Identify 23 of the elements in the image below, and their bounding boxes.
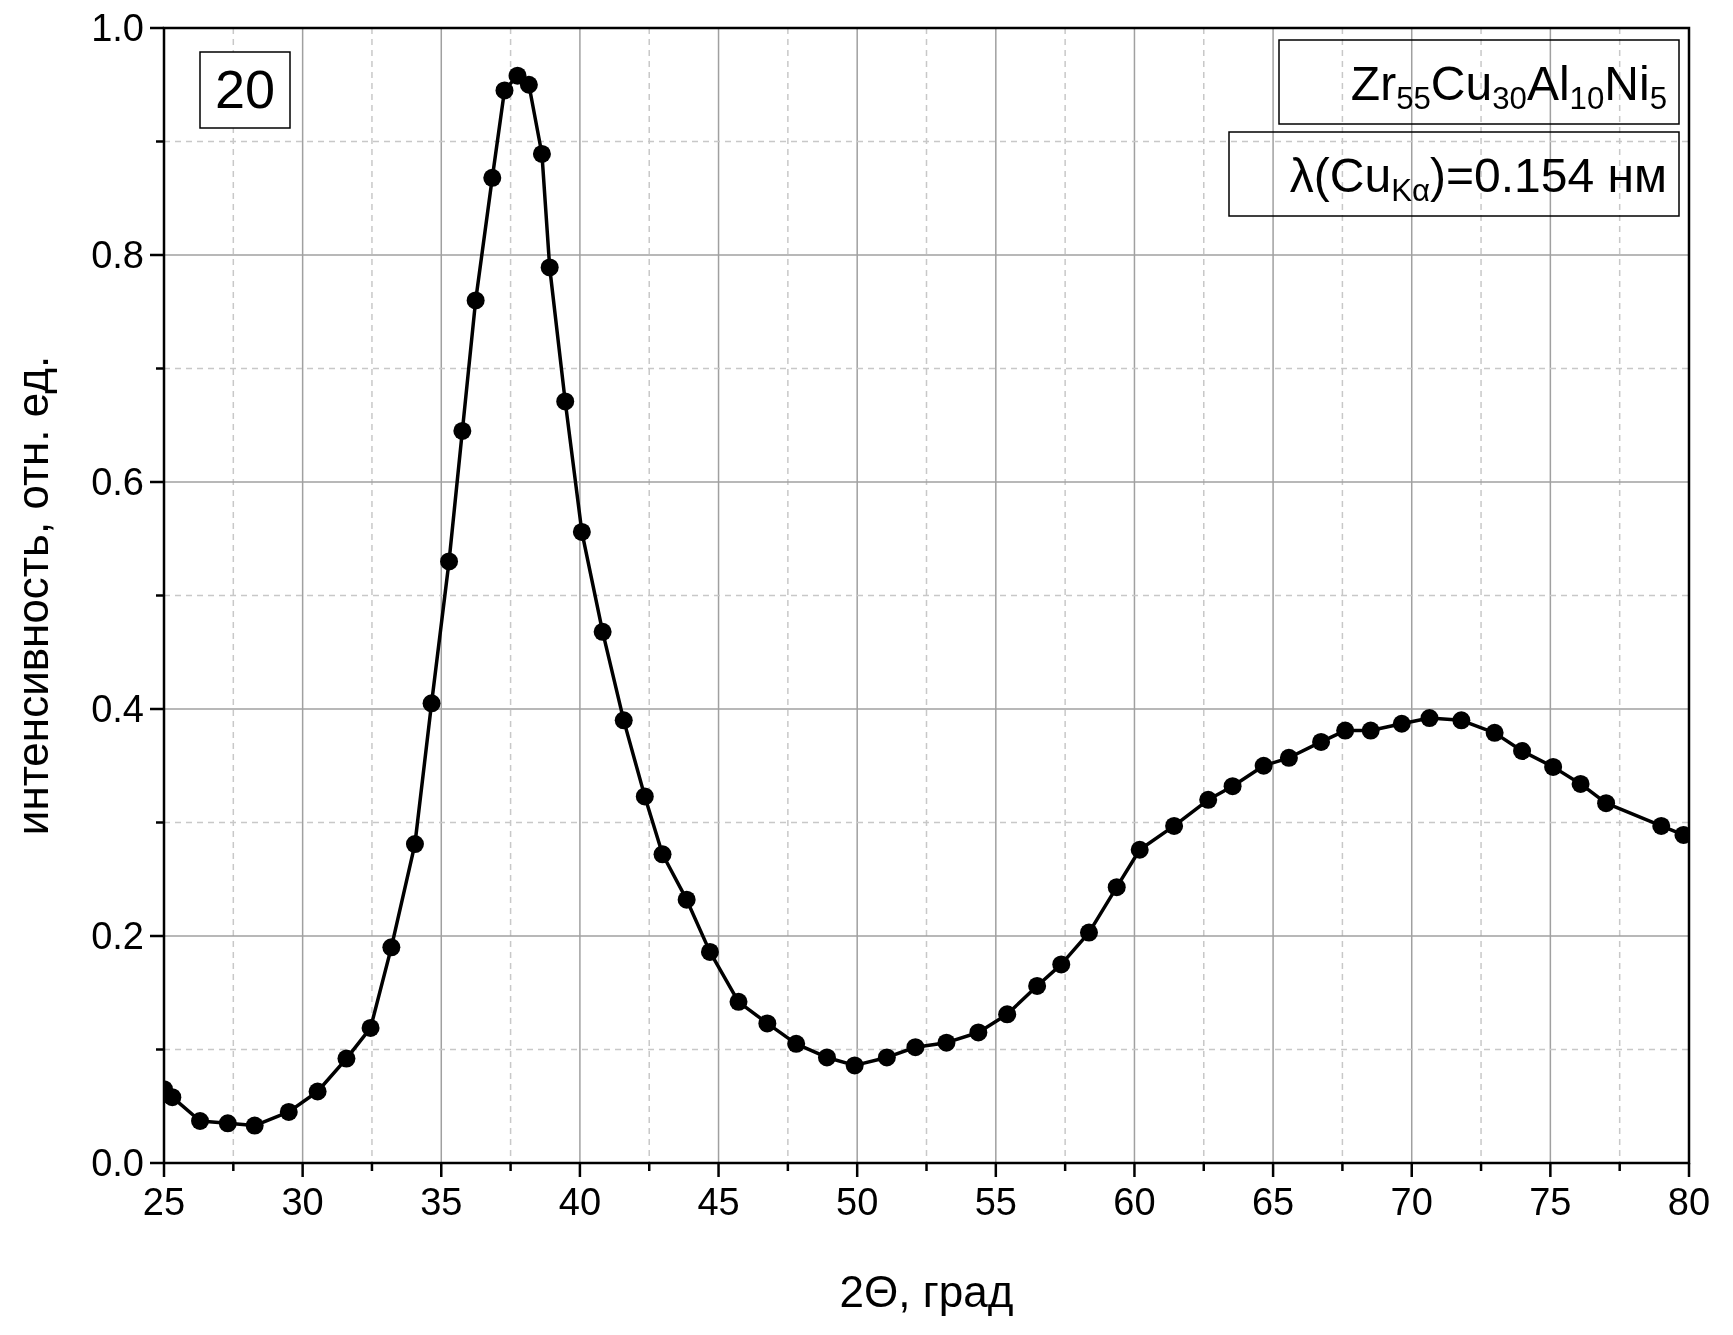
y-tick-label: 0.4 bbox=[91, 688, 144, 730]
x-tick-label: 35 bbox=[420, 1181, 463, 1223]
y-axis-title: интенсивность, отн. ед. bbox=[8, 355, 57, 836]
x-tick-label: 30 bbox=[281, 1181, 324, 1223]
y-tick-label: 0.2 bbox=[91, 915, 144, 957]
y-tick-label: 0.0 bbox=[91, 1142, 144, 1184]
x-tick-label: 65 bbox=[1251, 1181, 1295, 1223]
annotation: λ(Cu$_{Kα}$)=0.154 нм bbox=[1289, 149, 1667, 209]
y-tick-label: 0.8 bbox=[91, 234, 144, 276]
x-tick-label: 80 bbox=[1667, 1181, 1711, 1223]
x-tick-label: 25 bbox=[142, 1181, 186, 1223]
y-tick-label: 1.0 bbox=[91, 7, 144, 49]
annotation: 20 bbox=[214, 59, 276, 119]
x-tick-label: 70 bbox=[1390, 1181, 1433, 1223]
y-tick-label: 0.6 bbox=[91, 461, 144, 503]
x-tick-label: 75 bbox=[1529, 1181, 1572, 1223]
annotation: Zr$_{55}$Cu$_{30}$Al$_{10}$Ni$_{5}$ bbox=[1350, 57, 1667, 117]
x-tick-label: 55 bbox=[974, 1181, 1017, 1223]
x-tick-label: 40 bbox=[558, 1181, 602, 1223]
x-tick-label: 60 bbox=[1113, 1181, 1156, 1223]
x-tick-label: 45 bbox=[697, 1181, 740, 1223]
x-axis-title: 2Θ, град bbox=[839, 1267, 1014, 1316]
x-tick-label: 50 bbox=[836, 1181, 879, 1223]
